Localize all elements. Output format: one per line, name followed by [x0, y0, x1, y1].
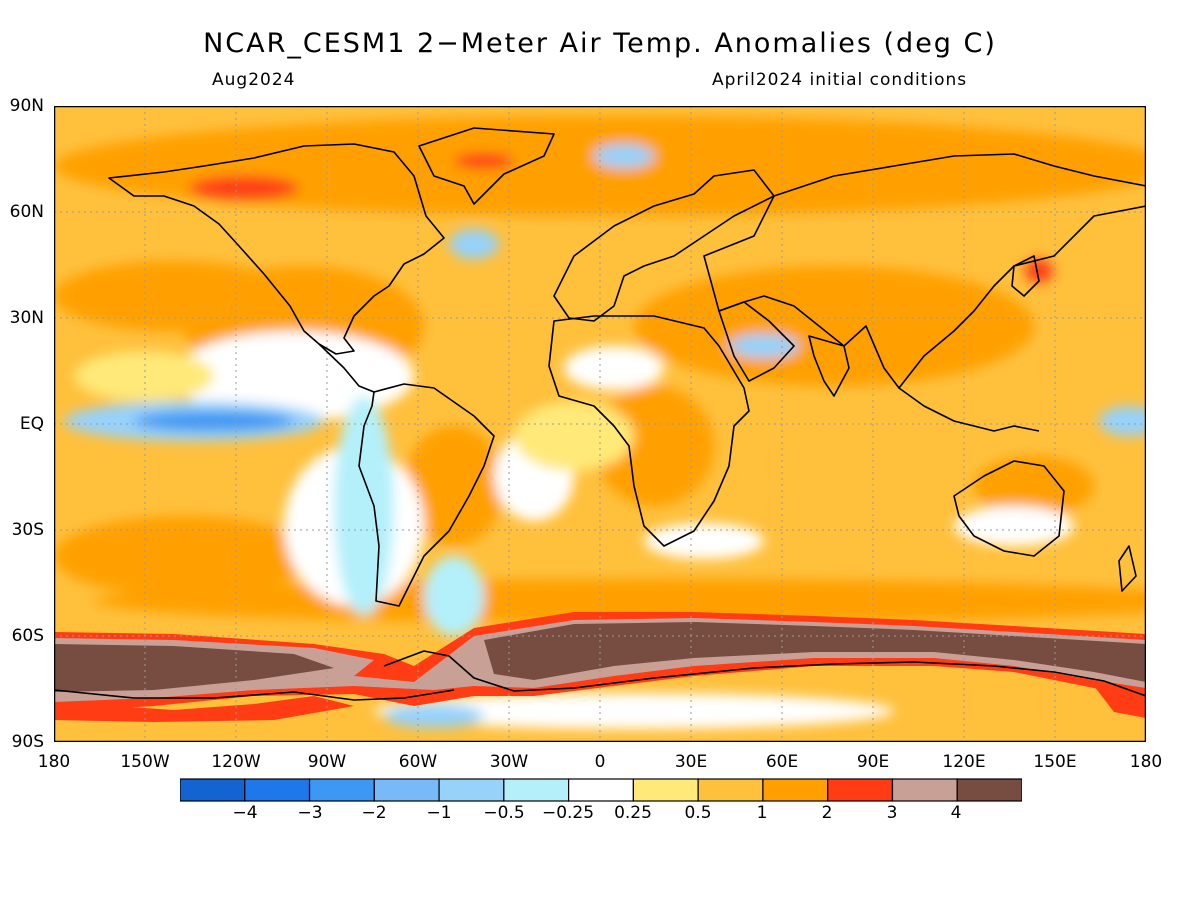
legend-label-1: 1 [756, 803, 768, 823]
legend-label-0-25: 0.25 [614, 803, 652, 823]
legend-label-neg0-25: −0.25 [541, 803, 595, 823]
canada-hot-spot [189, 176, 299, 200]
lat-label-60s: 60S [11, 626, 44, 646]
lon-label-120e: 120E [942, 752, 986, 772]
antarctic-neutral [374, 693, 894, 729]
south-pacific-warm-region [54, 516, 314, 596]
south-africa-neutral [644, 523, 764, 559]
lon-label-90e: 90E [856, 752, 890, 772]
arabia-cool [729, 334, 799, 358]
sahara-neutral [564, 346, 664, 390]
central-america-outline [318, 343, 375, 393]
southern-ocean-band-strong-east [484, 622, 1146, 682]
europe-outline [553, 169, 775, 322]
japan-outline [1011, 255, 1040, 297]
greenland-hot-spot [454, 153, 514, 169]
southeast-asia-outline [898, 387, 1040, 432]
lon-label-30e: 30E [674, 752, 708, 772]
legend-label-neg2: −2 [361, 803, 387, 823]
legend-label-neg1: −1 [426, 803, 452, 823]
lon-label-30w: 30W [489, 752, 529, 772]
legend-swatch-8 [697, 778, 764, 802]
legend-swatch-12 [956, 778, 1022, 802]
valid-month-label: Aug2024 [212, 70, 296, 90]
lon-label-0: 0 [594, 752, 606, 772]
lon-label-150w: 150W [120, 752, 170, 772]
lon-label-150e: 150E [1033, 752, 1077, 772]
south-america-outline [358, 383, 495, 607]
australia-outline [953, 460, 1065, 557]
initial-conditions-label: April2024 initial conditions [712, 70, 968, 90]
legend-swatch-9 [762, 778, 829, 802]
southern-ocean-anomaly-bands [54, 612, 1146, 722]
antarctic-coast-cool [384, 704, 484, 728]
legend-label-neg4: −4 [232, 803, 258, 823]
lon-label-60e: 60E [765, 752, 799, 772]
lat-label-eq: EQ [19, 414, 44, 434]
lon-label-120w: 120W [211, 752, 261, 772]
legend-swatch-7 [632, 778, 699, 802]
southern-ocean-band-strong [54, 644, 334, 692]
legend-swatch-2 [308, 778, 375, 802]
equatorial-atlantic-slight-warm [514, 401, 634, 471]
chile-coast-cool [334, 396, 394, 616]
continent-outlines [54, 127, 1146, 701]
antarctica-outline [54, 650, 1146, 701]
lon-label-180e: 180 [1129, 752, 1163, 772]
australia-neutral [954, 506, 1074, 546]
lon-label-90w: 90W [307, 752, 347, 772]
chart-title: NCAR_CESM1 2−Meter Air Temp. Anomalies (… [203, 28, 997, 59]
lon-label-180w: 180 [37, 752, 71, 772]
legend-label-neg0-5: −0.5 [483, 803, 525, 823]
lon-label-60w: 60W [398, 752, 438, 772]
japan-hot-spot [1025, 259, 1053, 283]
graticule-lines [54, 106, 1146, 742]
africa-warm-region [594, 386, 714, 506]
india-outline [808, 335, 850, 397]
legend-swatch-6 [568, 778, 634, 802]
arabia-outline [718, 301, 795, 382]
lat-label-90n: 90N [9, 96, 44, 116]
north-atlantic-cool [449, 229, 499, 259]
anomaly-map [54, 106, 1146, 742]
legend-swatch-4 [438, 778, 505, 802]
lat-label-90s: 90S [11, 732, 44, 752]
east-pacific-neutral [174, 331, 414, 421]
legend-swatch-1 [244, 778, 311, 802]
legend-label-neg3: −3 [297, 803, 323, 823]
legend-swatch-0 [180, 778, 246, 802]
legend-swatch-11 [891, 778, 958, 802]
legend-label-4: 4 [950, 803, 962, 823]
lat-label-30n: 30N [9, 308, 44, 328]
north-pacific-slight-warm [74, 351, 214, 401]
legend-swatch-10 [827, 778, 894, 802]
africa-outline [548, 315, 750, 547]
legend-label-2: 2 [821, 803, 833, 823]
lat-label-30s: 30S [11, 520, 44, 540]
ross-sea-red [1094, 686, 1146, 718]
greenland-outline [418, 127, 555, 205]
equatorial-pacific-cold-core [134, 411, 294, 431]
antarctic-coast-red [54, 696, 354, 722]
south-america-warm-region [404, 426, 504, 546]
west-pacific-cool [1099, 406, 1146, 436]
north-america-outline [108, 143, 445, 355]
arctic-ocean-cool [594, 144, 654, 168]
asia-outline [703, 153, 1146, 389]
map-frame [54, 106, 1146, 742]
argentina-cool [424, 556, 484, 636]
legend-label-0-5: 0.5 [684, 803, 712, 823]
new-zealand-outline [1118, 545, 1137, 592]
color-legend [180, 778, 1022, 802]
lat-label-60n: 60N [9, 202, 44, 222]
australia-warm-region [974, 456, 1094, 516]
legend-swatch-5 [503, 778, 570, 802]
legend-swatch-3 [373, 778, 440, 802]
legend-label-3: 3 [886, 803, 898, 823]
